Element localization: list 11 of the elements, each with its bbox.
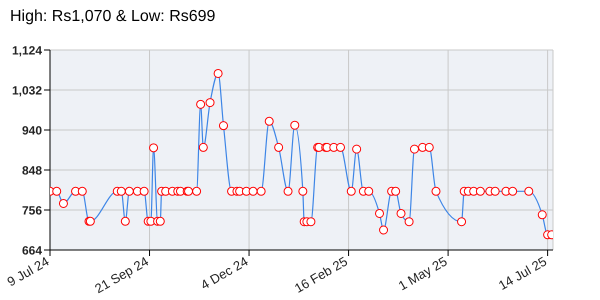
x-tick-label: 14 Jul 25 [496,254,550,293]
x-tick-label: 21 Sep 24 [92,254,152,296]
x-tick-label: 1 May 25 [396,254,450,294]
y-tick-label: 756 [22,203,42,218]
y-tick-label: 848 [22,163,42,178]
x-tick-label: 16 Feb 25 [292,254,350,296]
y-tick-label: 1,124 [12,43,42,58]
y-tick-label: 1,032 [12,83,42,98]
x-tick-label: 4 Dec 24 [198,254,251,293]
chart-title: High: Rs1,070 & Low: Rs699 [10,8,216,26]
y-tick-label: 940 [22,123,42,138]
